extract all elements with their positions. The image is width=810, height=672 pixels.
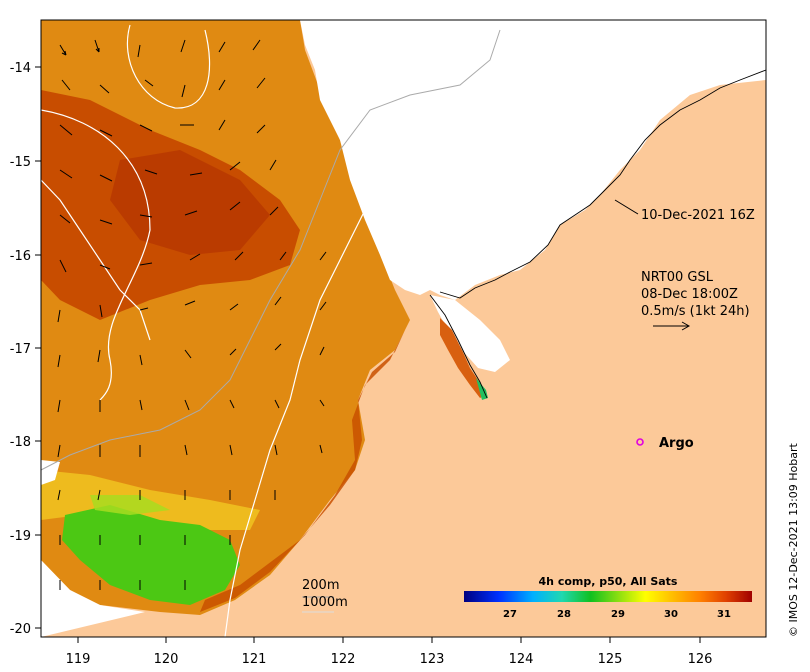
current-info-line2: 08-Dec 18:00Z [641,287,738,302]
lat-tick-label: -14 [10,61,31,76]
imos-credit: © IMOS 12-Dec-2021 13:09 Hobart [787,442,800,637]
isobath-legend-200m: 200m [302,578,339,593]
no-data-strip [41,560,145,637]
sst-cool-patch [62,505,240,605]
lon-tick-label: 122 [331,652,356,667]
timestamp-leader [614,199,639,215]
no-data-region [300,20,766,300]
colorbar-tick-label: 29 [611,609,625,620]
colorbar-tick-label: 27 [503,609,517,620]
isobath-contour-arc [41,109,151,401]
lat-tick-label: -20 [10,622,31,637]
coastline [429,69,766,399]
lon-tick-labels: 119 120 121 122 123 124 125 126 [66,652,713,667]
argo-label: Argo [659,436,694,451]
lon-tick-label: 125 [598,652,623,667]
current-info-line3: 0.5m/s (1kt 24h) [641,304,750,319]
gulf-warm [440,318,486,398]
lat-tick-label: -15 [10,155,31,170]
sst-cool-patch-light [90,495,170,515]
lon-tick-label: 123 [420,652,445,667]
gulf-no-data [430,295,510,372]
colorbar-tick-label: 31 [717,609,731,620]
lat-tick-label: -19 [10,529,31,544]
lon-tick-label: 124 [509,652,534,667]
argo-marker [636,438,644,446]
lon-tick-label: 126 [688,652,713,667]
colorbar-title: 4h comp, p50, All Sats [539,575,678,588]
lon-tick-label: 119 [66,652,91,667]
map-plot-area [41,20,766,637]
current-info-line1: NRT00 GSL [641,270,714,285]
lat-tick-labels: -14 -15 -16 -17 -18 -19 -20 [10,61,31,637]
isobath-200m [41,29,501,471]
colorbar-tick-label: 30 [664,609,678,620]
axis-ticks [35,66,701,643]
colorbar-tick-label: 28 [557,609,571,620]
current-arrows [57,39,327,590]
sst-colorbar: 4h comp, p50, All Sats 27 28 29 30 31 [464,575,752,620]
isobath-legend-1000m: 1000m [302,595,348,610]
lat-tick-label: -16 [10,249,31,264]
plot-frame [40,19,767,638]
lat-tick-label: -18 [10,435,31,450]
colorbar-gradient [464,591,752,602]
lat-tick-label: -17 [10,342,31,357]
no-data-notch [41,460,60,485]
current-scale-arrow [653,321,691,331]
timestamp-label: 10-Dec-2021 16Z [641,208,755,223]
lon-tick-label: 120 [154,652,179,667]
lon-tick-label: 121 [242,652,267,667]
isobath-contour-loop [126,24,211,109]
